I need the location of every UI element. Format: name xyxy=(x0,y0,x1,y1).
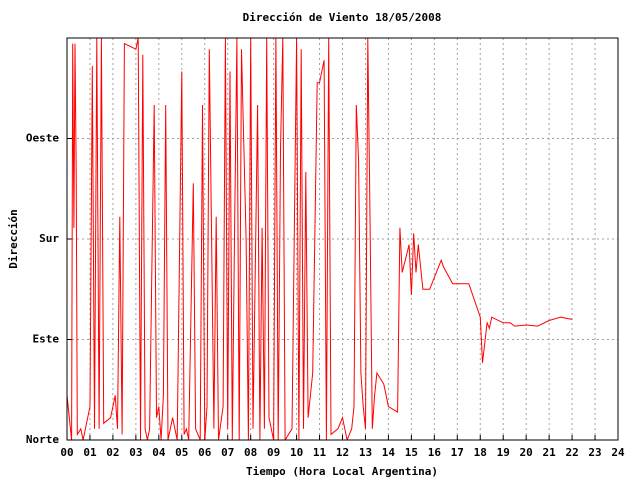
x-tick-label: 21 xyxy=(543,446,557,459)
x-tick-label: 19 xyxy=(497,446,510,459)
x-tick-label: 04 xyxy=(152,446,166,459)
x-tick-label: 22 xyxy=(565,446,578,459)
x-axis-label: Tiempo (Hora Local Argentina) xyxy=(246,465,438,478)
x-tick-label: 16 xyxy=(428,446,442,459)
chart-title: Dirección de Viento 18/05/2008 xyxy=(243,11,442,24)
x-tick-label: 14 xyxy=(382,446,396,459)
y-axis-label: Dirección xyxy=(7,209,20,269)
y-tick-label: Este xyxy=(33,333,60,346)
x-tick-label: 05 xyxy=(175,446,188,459)
x-tick-label: 02 xyxy=(106,446,119,459)
x-tick-label: 00 xyxy=(60,446,73,459)
x-tick-label: 20 xyxy=(520,446,533,459)
x-tick-label: 06 xyxy=(198,446,212,459)
x-tick-label: 10 xyxy=(290,446,303,459)
x-tick-label: 09 xyxy=(267,446,280,459)
x-tick-label: 11 xyxy=(313,446,327,459)
x-tick-label: 18 xyxy=(474,446,487,459)
y-tick-label: Oeste xyxy=(26,132,59,145)
x-tick-label: 23 xyxy=(588,446,601,459)
plot-border xyxy=(66,37,619,441)
y-tick-label: Sur xyxy=(39,232,59,245)
x-tick-label: 15 xyxy=(405,446,418,459)
x-tick-label: 03 xyxy=(129,446,142,459)
x-tick-label: 13 xyxy=(359,446,372,459)
y-tick-label: Norte xyxy=(26,433,59,446)
x-tick-label: 24 xyxy=(611,446,625,459)
x-tick-label: 08 xyxy=(244,446,257,459)
x-tick-label: 17 xyxy=(451,446,464,459)
x-tick-label: 01 xyxy=(83,446,97,459)
x-tick-label: 07 xyxy=(221,446,234,459)
data-line xyxy=(67,38,573,440)
x-tick-label: 12 xyxy=(336,446,349,459)
